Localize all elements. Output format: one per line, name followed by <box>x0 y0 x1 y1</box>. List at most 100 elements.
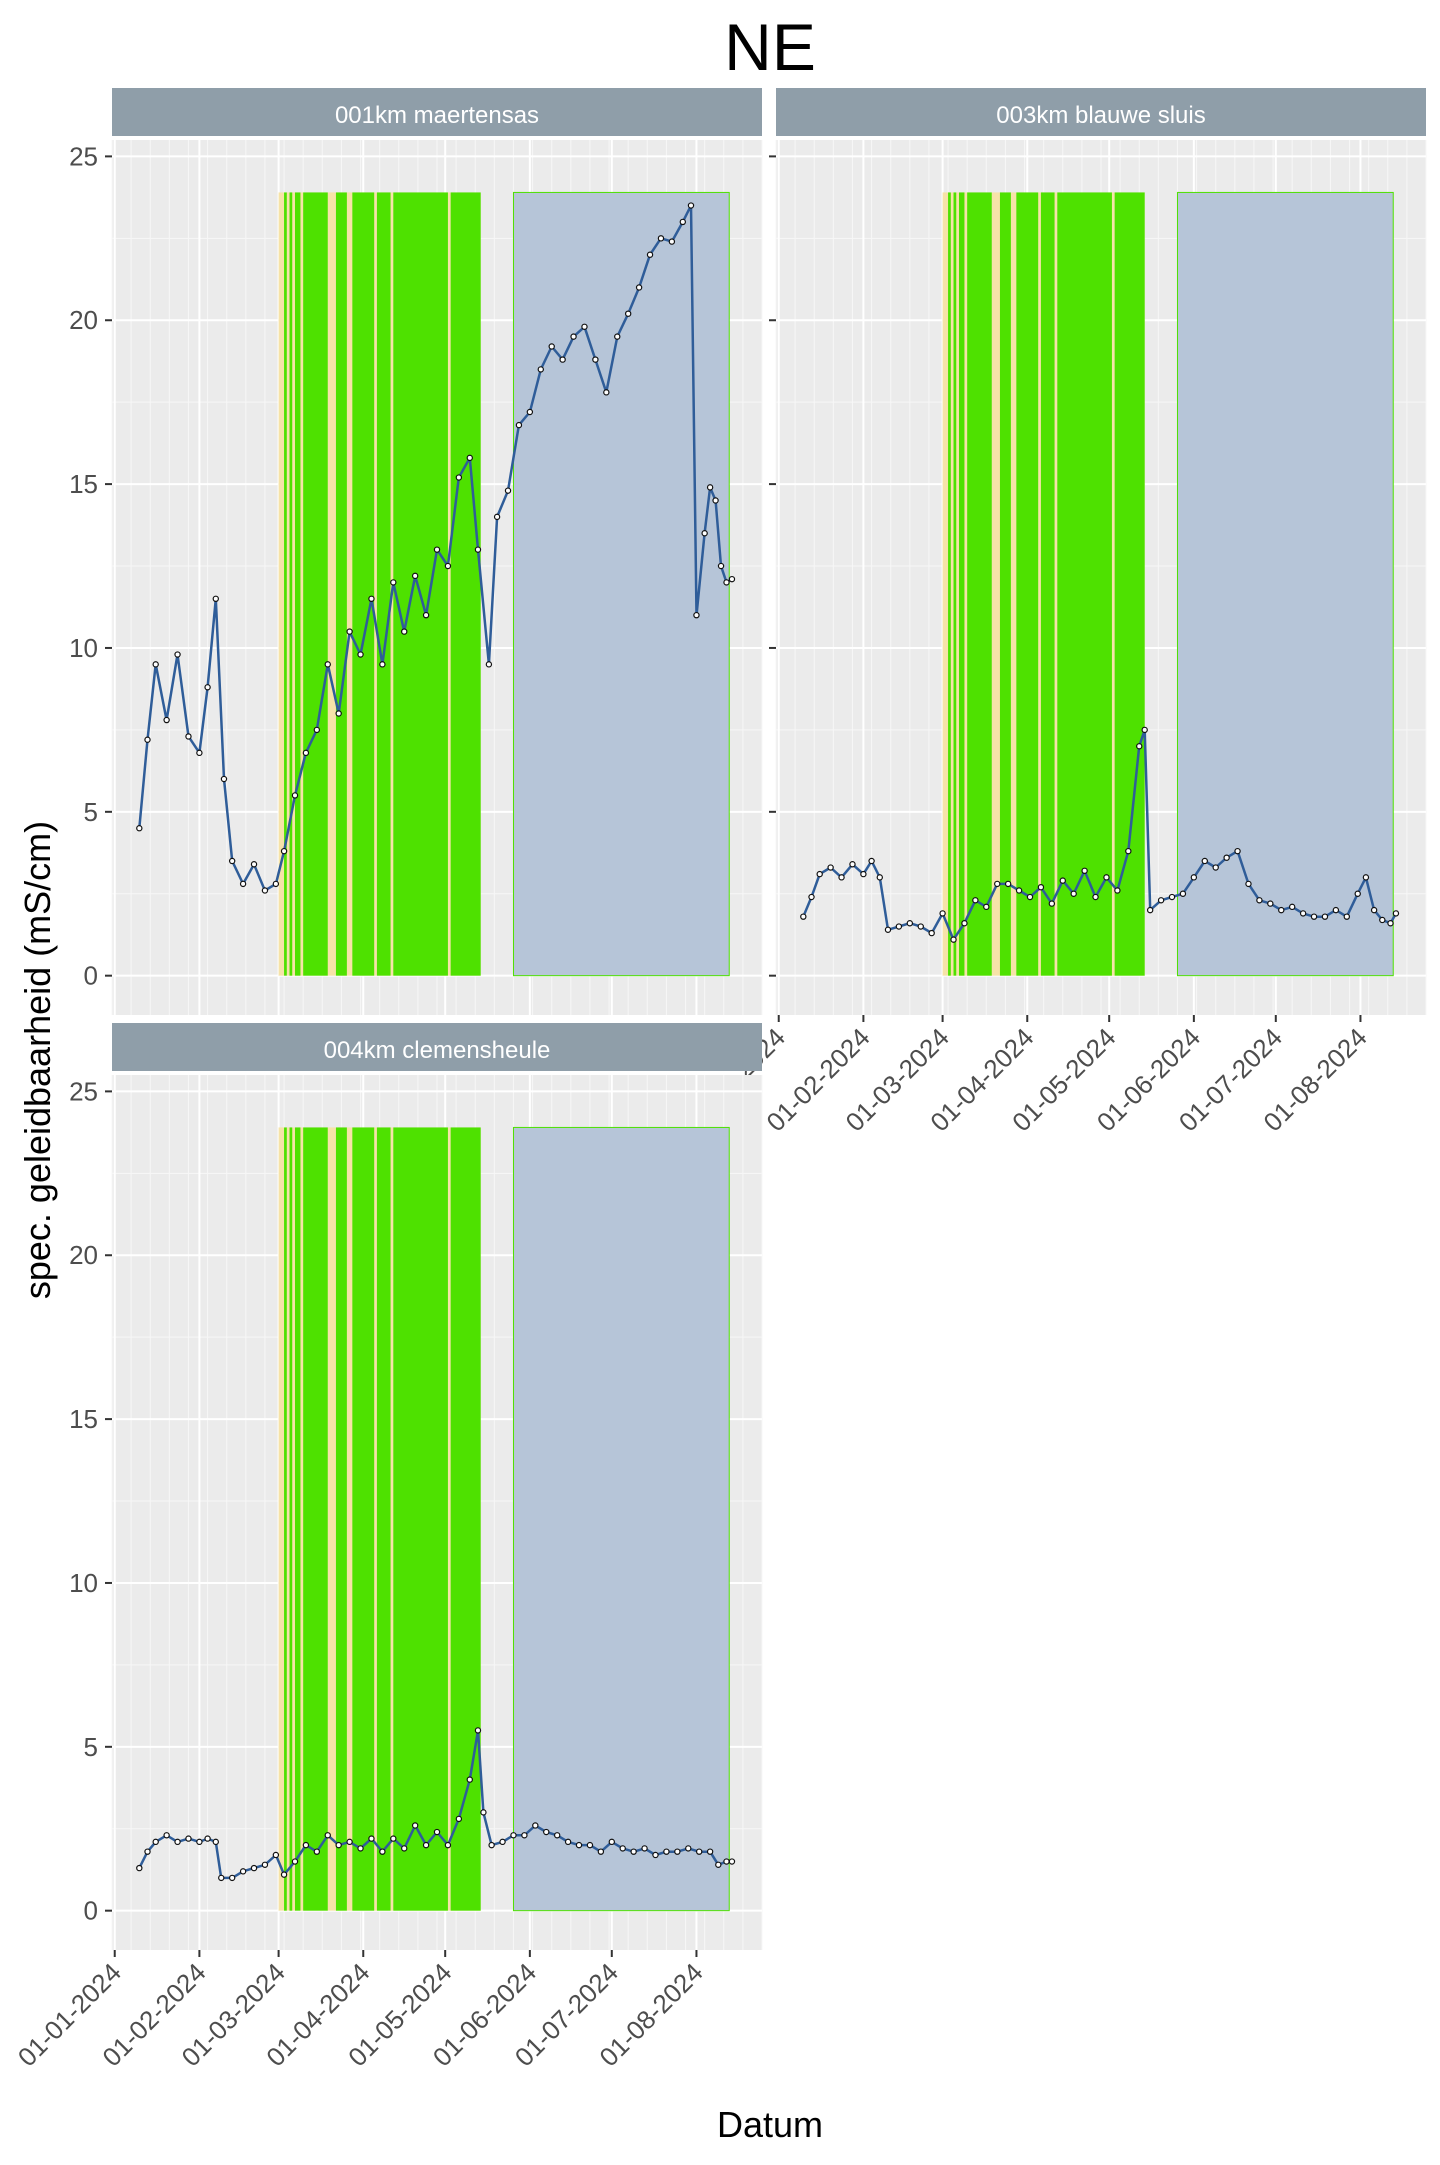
data-point <box>196 749 203 757</box>
data-point <box>614 333 621 340</box>
y-axis-title: spec. geleidbaarheid (mS/cm) <box>17 821 58 1299</box>
data-point <box>641 1845 648 1852</box>
panel-strip-label: 001km maertensas <box>335 102 539 129</box>
data-point <box>302 749 310 757</box>
data-point <box>1392 910 1400 917</box>
data-point <box>228 857 236 865</box>
data-point <box>466 1776 473 1783</box>
data-point <box>291 792 299 799</box>
panel-strip <box>112 1023 762 1071</box>
data-point <box>185 1835 192 1842</box>
data-point <box>1343 913 1350 920</box>
data-point <box>586 1841 594 1849</box>
data-point <box>1141 726 1148 734</box>
panel-strip-label: 004km clemensheule <box>324 1037 551 1064</box>
y-tick-label: 5 <box>84 797 98 827</box>
data-point <box>313 1848 321 1855</box>
data-point <box>144 736 151 743</box>
data-point <box>390 579 397 586</box>
data-point <box>346 628 353 635</box>
data-point <box>1081 867 1088 875</box>
data-point <box>994 880 1001 888</box>
shaded-green-band <box>294 1127 301 1911</box>
panel-strip <box>112 88 762 136</box>
data-point <box>1299 910 1307 917</box>
data-point <box>1379 916 1386 924</box>
data-point <box>368 1835 375 1842</box>
data-point <box>174 651 181 658</box>
data-point <box>1092 893 1099 901</box>
data-point <box>597 1848 605 1855</box>
data-point <box>488 1841 495 1849</box>
data-point <box>291 1858 299 1865</box>
data-point <box>499 1838 506 1846</box>
data-point <box>663 1848 670 1855</box>
y-tick-label: 10 <box>69 633 98 663</box>
data-point <box>521 1832 528 1839</box>
y-tick-label: 0 <box>84 1896 98 1926</box>
x-axis-title: Datum <box>717 2104 823 2145</box>
data-point <box>239 1868 247 1875</box>
data-point <box>1037 883 1045 891</box>
data-point <box>537 366 544 373</box>
y-tick-label: 0 <box>84 961 98 991</box>
data-point <box>1332 906 1340 914</box>
shaded-green-band <box>967 192 992 976</box>
data-point <box>559 356 566 363</box>
data-point <box>876 874 883 881</box>
data-point <box>136 825 143 832</box>
panel-3: 004km clemensheule051015202501-01-202401… <box>12 1023 763 2072</box>
data-point <box>608 1838 615 1846</box>
data-point <box>687 202 695 209</box>
shaded-green-band <box>303 192 328 976</box>
data-point <box>1354 890 1361 897</box>
data-point <box>204 1835 211 1842</box>
shaded-green-band <box>335 192 347 976</box>
data-point <box>239 880 247 888</box>
data-point <box>1370 906 1378 914</box>
data-point <box>808 893 815 901</box>
shaded-green-band <box>284 1127 287 1911</box>
y-tick-label: 25 <box>69 1076 98 1106</box>
shaded-green-band <box>335 1127 347 1911</box>
data-point <box>196 1838 203 1846</box>
data-point <box>1059 877 1066 884</box>
data-point <box>624 310 632 317</box>
data-point <box>1362 874 1370 881</box>
y-tick-label: 15 <box>69 469 98 499</box>
data-point <box>827 864 834 871</box>
data-point <box>668 238 676 245</box>
data-point <box>144 1848 151 1855</box>
data-point <box>335 1841 342 1849</box>
shaded-green-band <box>289 1127 293 1911</box>
y-tick-label: 25 <box>69 141 98 171</box>
data-point <box>1234 847 1241 855</box>
data-point <box>368 595 375 603</box>
data-point <box>261 887 269 894</box>
data-point <box>261 1861 269 1868</box>
data-point <box>652 1851 659 1859</box>
data-point <box>204 684 211 691</box>
data-point <box>1245 880 1252 888</box>
data-point <box>272 1851 280 1859</box>
data-point <box>581 323 588 330</box>
data-point <box>379 1848 386 1855</box>
shaded-green-band <box>958 192 965 976</box>
data-point <box>1321 913 1329 920</box>
data-point <box>455 1815 463 1823</box>
data-point <box>961 920 968 927</box>
data-point <box>635 284 643 291</box>
data-point <box>1168 893 1176 901</box>
data-point <box>723 579 730 586</box>
data-point <box>302 1841 310 1849</box>
data-point <box>163 716 170 724</box>
data-point <box>515 421 523 429</box>
data-point <box>250 1864 258 1872</box>
panel-strip <box>776 88 1426 136</box>
data-point <box>695 1848 703 1855</box>
data-point <box>712 497 719 504</box>
data-point <box>575 1841 583 1849</box>
y-tick-label: 20 <box>69 305 98 335</box>
y-tick-label: 15 <box>69 1404 98 1434</box>
shaded-green-band <box>948 192 951 976</box>
